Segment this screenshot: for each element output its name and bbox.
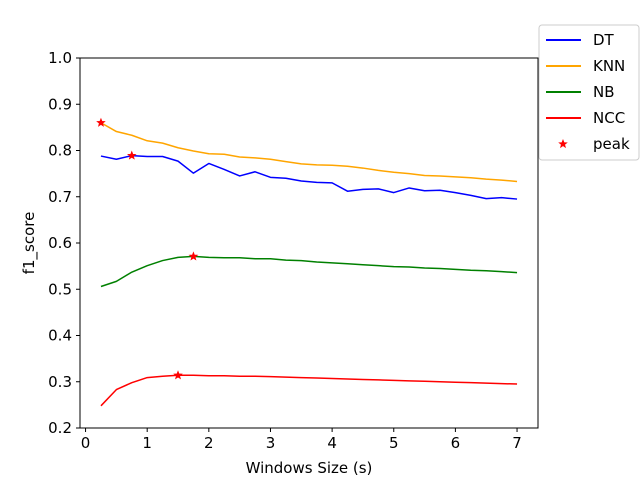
- x-tick-label: 1: [142, 434, 152, 452]
- y-tick-label: 0.4: [48, 327, 72, 345]
- peak-marker-2: [126, 150, 137, 160]
- peak-marker-4: [173, 370, 183, 380]
- series-line-nb: [100, 255, 518, 288]
- legend-box: [538, 24, 640, 161]
- x-tick-label: 7: [512, 434, 522, 452]
- legend-label-knn: KNN: [593, 57, 625, 75]
- peak-layer: [96, 117, 199, 380]
- x-tick-label: 6: [451, 434, 461, 452]
- x-axis-label: Windows Size (s): [246, 459, 373, 477]
- x-axis: 0 1 2 3 4 5 6 7: [81, 428, 522, 452]
- legend-label-peak: peak: [593, 135, 630, 153]
- y-tick-label: 0.5: [48, 280, 72, 298]
- y-axis-label: f1_score: [20, 212, 39, 275]
- peak-marker-3: [188, 251, 199, 261]
- x-tick-label: 0: [81, 434, 91, 452]
- legend-label-dt: DT: [593, 31, 615, 49]
- y-tick-label: 0.7: [48, 188, 72, 206]
- series-line-ncc: [100, 374, 518, 407]
- series-line-knn: [100, 122, 518, 183]
- x-tick-label: 3: [266, 434, 276, 452]
- legend-label-ncc: NCC: [593, 109, 625, 127]
- y-axis: 0.2 0.3 0.4 0.5 0.6 0.7 0.8 0.9 1.0: [48, 49, 80, 437]
- series-layer: [100, 122, 518, 407]
- y-tick-label: 0.9: [48, 95, 72, 113]
- peak-marker-1: [96, 117, 106, 127]
- x-tick-label: 2: [204, 434, 214, 452]
- y-tick-label: 0.8: [48, 142, 72, 160]
- legend-label-nb: NB: [593, 83, 615, 101]
- series-line-dt: [100, 154, 518, 200]
- y-tick-label: 0.6: [48, 234, 72, 252]
- x-tick-label: 4: [327, 434, 337, 452]
- y-tick-label: 0.3: [48, 373, 72, 391]
- x-tick-label: 5: [389, 434, 399, 452]
- y-tick-label: 0.2: [48, 419, 72, 437]
- legend: DT KNN NB NCC peak: [538, 24, 640, 161]
- y-tick-label: 1.0: [48, 49, 72, 67]
- legend-swatch-peak: [558, 138, 568, 149]
